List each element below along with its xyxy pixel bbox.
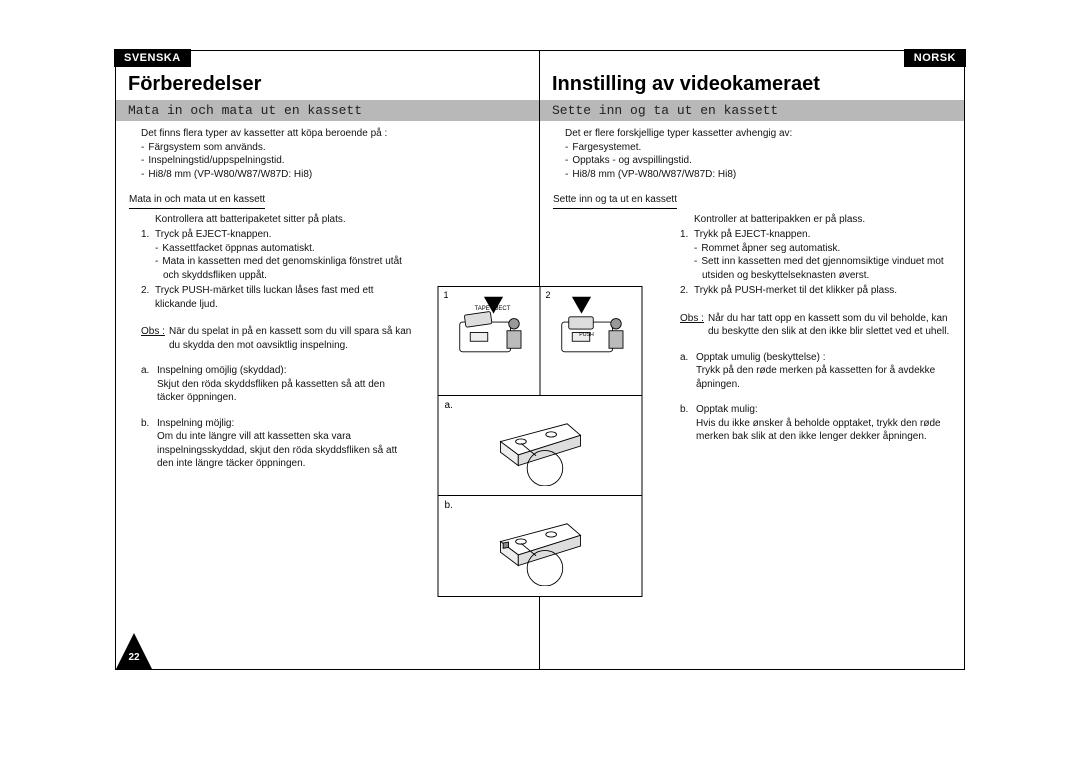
left-intro-list: Färgsystem som används. Inspelningstid/u…: [141, 141, 527, 182]
language-label-left: SVENSKA: [114, 49, 191, 67]
right-check: Kontroller at batteripakken er på plass.: [680, 213, 952, 227]
page-number-triangle: 22: [116, 633, 152, 669]
right-intro: Det er flere forskjellige typer kassette…: [565, 127, 952, 141]
cell-number: 2: [546, 290, 551, 300]
obs-label: Obs :: [680, 312, 708, 339]
cassette-row-b: b.: [439, 496, 642, 596]
step-number: 1.: [141, 228, 155, 282]
obs-text: Når du har tatt opp en kassett som du vi…: [708, 312, 952, 339]
step-text: Trykk på EJECT-knappen.: [694, 229, 810, 240]
step-sub: Kassettfacket öppnas automatiskt.: [163, 242, 412, 256]
page-number: 22: [128, 652, 139, 663]
step-number: 2.: [141, 284, 155, 311]
right-item-a: a. Opptak umulig (beskyttelse) : Trykk p…: [680, 351, 952, 392]
tape-eject-label: TAPE EJECT: [475, 306, 511, 312]
obs-label: Obs :: [141, 325, 169, 352]
intro-item: Hi8/8 mm (VP-W80/W87/W87D: Hi8): [149, 168, 527, 182]
diagram-area: 1 TAPE EJECT 2: [438, 286, 643, 597]
ab-label: b.: [680, 403, 696, 444]
cassette-row-a: a.: [439, 396, 642, 496]
intro-item: Hi8/8 mm (VP-W80/W87/W87D: Hi8): [573, 168, 952, 182]
left-item-b: b. Inspelning möjlig: Om du inte längre …: [141, 417, 412, 471]
step-number: 1.: [680, 228, 694, 282]
row-label: a.: [445, 400, 453, 411]
a-title: Inspelning omöjlig (skyddad):: [157, 365, 287, 376]
b-text: Hvis du ikke ønsker å beholde opptaket, …: [696, 418, 941, 443]
diagram-cell-2: 2 PUSH: [541, 287, 642, 395]
step-text: Tryck PUSH-märket tills luckan låses fas…: [155, 284, 412, 311]
left-subhead: Mata in och mata ut en kassett: [129, 193, 265, 209]
manual-page: SVENSKA Förberedelser Mata in och mata u…: [115, 50, 965, 670]
left-obs: Obs : När du spelat in på en kassett som…: [141, 325, 412, 352]
left-section: Mata in och mata ut en kassett: [116, 100, 539, 121]
intro-item: Inspelningstid/uppspelningstid.: [149, 154, 527, 168]
diagram-cell-1: 1 TAPE EJECT: [439, 287, 541, 395]
left-steps: 1. Tryck på EJECT-knappen. Kassettfacket…: [141, 228, 412, 311]
cassette-icon: [485, 506, 595, 591]
right-obs: Obs : Når du har tatt opp en kassett som…: [680, 312, 952, 339]
right-steps: 1. Trykk på EJECT-knappen. Rommet åpner …: [680, 228, 952, 298]
a-title: Opptak umulig (beskyttelse) :: [696, 352, 826, 363]
step-text: Trykk på PUSH-merket til det klikker på …: [694, 284, 897, 298]
push-label: PUSH: [579, 332, 594, 338]
cassette-icon: [485, 406, 595, 491]
row-label: b.: [445, 500, 453, 511]
obs-text: När du spelat in på en kassett som du vi…: [169, 325, 412, 352]
step-sub: Sett inn kassetten med det gjennomsiktig…: [702, 255, 952, 282]
right-item-b: b. Opptak mulig: Hvis du ikke ønsker å b…: [680, 403, 952, 444]
intro-item: Opptaks - og avspillingstid.: [573, 154, 952, 168]
a-text: Skjut den röda skyddsfliken på kassetten…: [157, 379, 385, 404]
left-intro: Det finns flera typer av kassetter att k…: [141, 127, 527, 141]
ab-label: b.: [141, 417, 157, 471]
step-sub: Rommet åpner seg automatisk.: [702, 242, 952, 256]
left-check: Kontrollera att batteripaketet sitter på…: [141, 213, 412, 227]
step-text: Tryck på EJECT-knappen.: [155, 229, 271, 240]
push-arrow-icon: [569, 292, 595, 321]
b-text: Om du inte längre vill att kassetten ska…: [157, 431, 397, 469]
b-title: Opptak mulig:: [696, 404, 758, 415]
left-item-a: a. Inspelning omöjlig (skyddad): Skjut d…: [141, 364, 412, 405]
intro-item: Fargesystemet.: [573, 141, 952, 155]
ab-label: a.: [680, 351, 696, 392]
right-section: Sette inn og ta ut en kassett: [540, 100, 964, 121]
right-title: Innstilling av videokameraet: [540, 51, 964, 100]
right-intro-list: Fargesystemet. Opptaks - og avspillingst…: [565, 141, 952, 182]
step-number: 2.: [680, 284, 694, 298]
step-sub: Mata in kassetten med det genomskinliga …: [163, 255, 412, 282]
cell-number: 1: [444, 290, 449, 300]
language-label-right: NORSK: [904, 49, 966, 67]
b-title: Inspelning möjlig:: [157, 418, 234, 429]
intro-item: Färgsystem som används.: [149, 141, 527, 155]
a-text: Trykk på den røde merken på kassetten fo…: [696, 365, 935, 390]
right-subhead: Sette inn og ta ut en kassett: [553, 193, 677, 209]
ab-label: a.: [141, 364, 157, 405]
